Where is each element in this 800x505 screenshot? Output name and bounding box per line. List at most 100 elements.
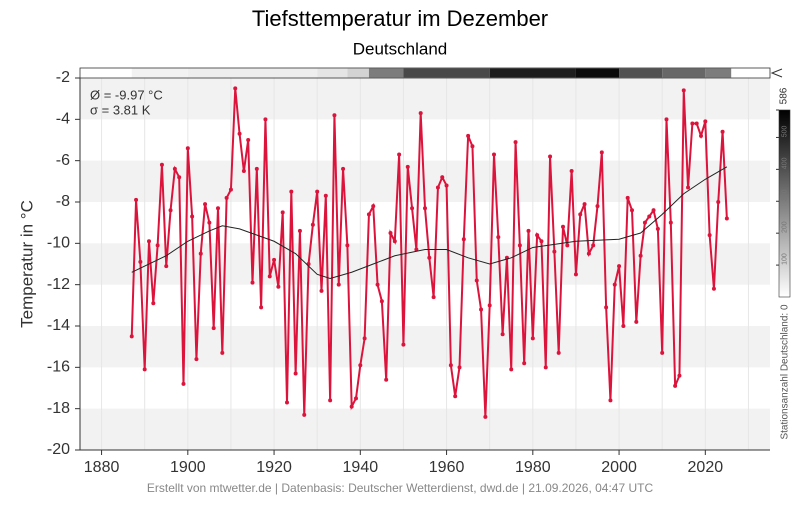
y-tick-label: -10 — [47, 235, 70, 252]
y-tick-label: -2 — [56, 69, 70, 86]
data-point — [634, 319, 639, 324]
data-point — [366, 212, 371, 217]
y-tick-label: -8 — [56, 193, 70, 210]
data-point — [310, 222, 315, 227]
station-cell — [347, 68, 369, 78]
chart-title: Tiefsttemperatur im Dezember — [252, 6, 548, 31]
data-point — [582, 202, 587, 207]
data-point — [625, 195, 630, 200]
station-cell — [403, 68, 490, 78]
data-point — [565, 243, 570, 248]
station-cell — [489, 68, 576, 78]
data-point — [461, 237, 466, 242]
chart-subtitle: Deutschland — [353, 39, 448, 58]
data-point — [617, 264, 622, 269]
station-cell — [662, 68, 706, 78]
station-cell — [368, 68, 404, 78]
data-point — [263, 117, 268, 122]
data-point — [410, 206, 415, 211]
y-tick-label: -12 — [47, 276, 70, 293]
x-tick-label: 1880 — [84, 459, 120, 476]
data-point — [315, 189, 320, 194]
data-point — [703, 119, 708, 124]
data-point — [375, 282, 380, 287]
station-cell — [187, 68, 318, 78]
data-point — [470, 144, 475, 149]
data-point — [151, 301, 156, 306]
data-point — [379, 299, 384, 304]
data-point — [362, 336, 367, 341]
data-point — [172, 166, 177, 171]
y-tick-label: -6 — [56, 152, 70, 169]
data-point — [384, 377, 389, 382]
data-point — [677, 373, 682, 378]
data-point — [224, 195, 229, 200]
data-point — [211, 326, 216, 331]
x-tick-label: 1920 — [256, 459, 292, 476]
data-point — [233, 86, 238, 91]
data-point — [207, 220, 212, 225]
data-point — [440, 175, 445, 180]
data-point — [129, 334, 134, 339]
y-tick-label: -14 — [47, 317, 70, 334]
data-point — [642, 220, 647, 225]
x-tick-label: 2000 — [601, 459, 637, 476]
grid-band — [80, 408, 770, 450]
colorbar-tick-label: 400 — [781, 157, 788, 169]
colorbar-tick-label: 300 — [781, 189, 788, 201]
data-point — [293, 371, 298, 376]
data-point — [190, 214, 195, 219]
data-point — [530, 336, 535, 341]
data-point — [336, 282, 341, 287]
data-point — [392, 239, 397, 244]
trend-line — [131, 166, 728, 279]
colorbar-tick-label: 500 — [781, 126, 788, 138]
data-point — [561, 224, 565, 229]
data-point — [448, 363, 453, 368]
data-point — [181, 381, 186, 386]
data-point — [707, 233, 712, 238]
data-point — [397, 152, 402, 157]
data-point — [500, 332, 505, 337]
grid-band — [80, 243, 770, 285]
data-point — [651, 208, 656, 213]
data-point — [319, 288, 324, 293]
data-point — [185, 146, 190, 151]
x-tick-label: 1940 — [343, 459, 379, 476]
data-point — [664, 117, 669, 122]
data-point — [267, 274, 272, 279]
data-point — [159, 162, 164, 167]
data-point — [168, 208, 173, 213]
data-point — [660, 350, 665, 355]
y-tick-label: -4 — [56, 111, 70, 128]
data-point — [203, 202, 208, 207]
data-point — [285, 400, 289, 405]
data-point — [647, 214, 652, 219]
data-point — [569, 169, 574, 173]
data-point — [237, 131, 242, 136]
data-point — [543, 365, 548, 370]
data-point — [586, 251, 591, 256]
data-point — [332, 113, 337, 118]
data-point — [453, 394, 458, 399]
data-point — [466, 133, 471, 138]
data-point — [457, 365, 462, 370]
data-point — [354, 396, 358, 401]
data-point — [134, 197, 139, 202]
colorbar-tick-label: 586 — [779, 87, 790, 104]
data-point — [401, 342, 406, 347]
data-point — [371, 204, 376, 209]
data-point — [630, 208, 634, 213]
data-point — [345, 243, 350, 248]
data-point — [612, 282, 617, 287]
data-point — [673, 383, 678, 388]
data-point — [414, 247, 419, 252]
data-point — [272, 257, 277, 262]
grid-band — [80, 78, 770, 120]
data-point — [548, 154, 553, 159]
station-cell — [619, 68, 663, 78]
data-point — [427, 255, 432, 260]
data-point — [496, 235, 501, 240]
data-point — [289, 189, 294, 194]
